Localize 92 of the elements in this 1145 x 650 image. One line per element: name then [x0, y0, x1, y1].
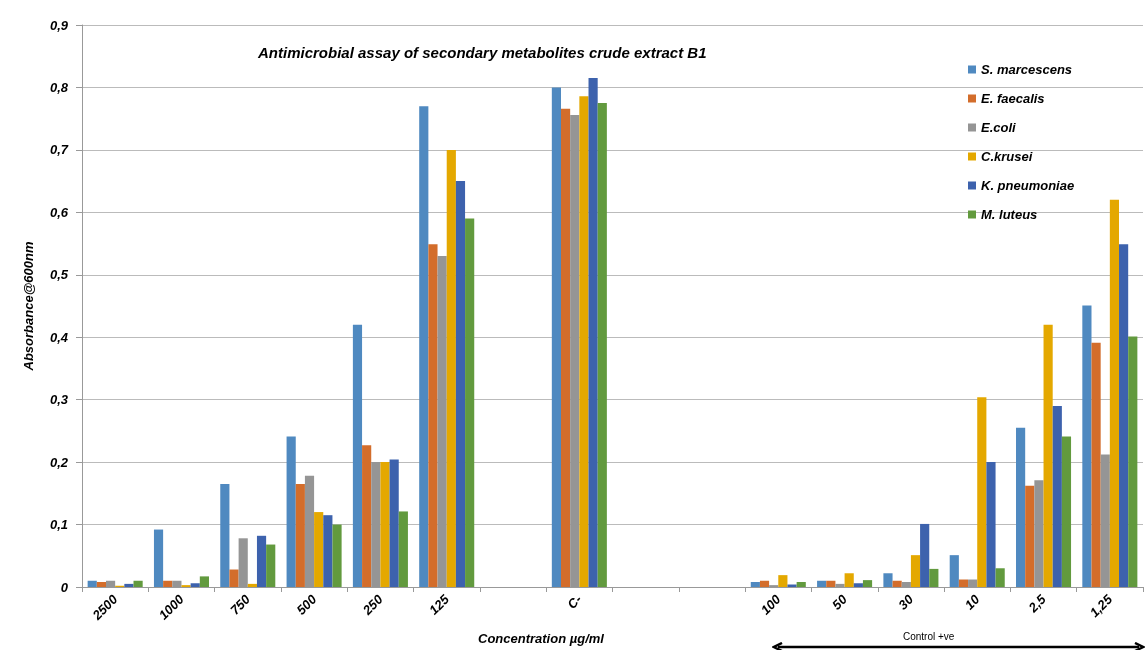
bar — [190, 583, 200, 587]
bar — [96, 582, 106, 587]
bar — [862, 580, 873, 587]
bar — [295, 483, 305, 587]
x-tick-label: 50 — [829, 591, 851, 613]
legend-label: C.krusei — [981, 149, 1033, 164]
bar — [199, 576, 209, 587]
y-tick-label: 0,2 — [49, 454, 69, 470]
x-tick-label: C- — [564, 591, 585, 612]
bar — [588, 78, 598, 587]
bar — [883, 573, 893, 587]
y-tick-label: 0,1 — [49, 517, 68, 533]
bar — [266, 544, 276, 587]
bar — [1119, 244, 1129, 587]
bar — [247, 583, 257, 587]
bar — [220, 483, 230, 587]
bar — [1052, 405, 1062, 587]
bar — [229, 569, 239, 587]
bar — [995, 568, 1005, 587]
bar — [163, 580, 173, 587]
bar — [750, 582, 760, 587]
bar — [796, 582, 806, 587]
y-tick-label: 0,6 — [49, 204, 69, 220]
bar — [892, 580, 902, 587]
x-tick-label: 10 — [961, 591, 984, 613]
bar — [419, 106, 429, 587]
bar — [759, 580, 770, 587]
legend-label: M. luteus — [981, 207, 1038, 222]
bar — [977, 397, 987, 587]
bar — [455, 181, 466, 587]
bar — [332, 524, 342, 587]
bar — [579, 96, 589, 587]
legend-label: S. marcescens — [981, 62, 1073, 77]
y-tick-label: 0,5 — [49, 267, 69, 283]
bar — [817, 580, 827, 587]
y-tick-label: 0 — [60, 579, 69, 595]
bar — [910, 555, 921, 587]
x-tick-label: 30 — [895, 591, 917, 613]
bar — [153, 529, 164, 587]
bar — [398, 511, 408, 587]
x-tick-label: 2,5 — [1024, 591, 1050, 616]
bar — [1091, 342, 1101, 587]
bar — [778, 575, 788, 587]
bar — [362, 445, 372, 587]
text: Antimicrobial assay of secondary metabolites crude extract B1 — [257, 44, 707, 61]
bar — [561, 108, 571, 587]
bar — [1128, 336, 1138, 587]
bar — [826, 580, 836, 587]
bar — [446, 149, 456, 587]
x-tick-label: 100 — [757, 591, 785, 618]
bar — [551, 87, 561, 587]
bar — [428, 244, 438, 587]
bar — [314, 512, 324, 587]
legend-label: K. pneumoniae — [981, 178, 1075, 193]
bar — [844, 573, 854, 587]
text: Control +ve — [903, 630, 955, 642]
x-axis-title: Concentration µg/ml — [478, 631, 605, 646]
bar — [929, 568, 939, 587]
y-tick-label: 0,9 — [49, 17, 69, 33]
bar — [124, 583, 134, 587]
bar — [87, 580, 97, 587]
bar — [380, 462, 390, 587]
x-tick-label: 125 — [426, 591, 453, 618]
y-tick-label: 0,8 — [49, 79, 69, 95]
legend-label: E. faecalis — [981, 91, 1045, 106]
bar — [352, 324, 363, 587]
y-axis-title: Absorbance@600nm — [21, 241, 36, 372]
bar — [920, 523, 930, 587]
x-tick-label: 500 — [293, 591, 320, 618]
bar — [389, 459, 399, 587]
legend-label: E.coli — [981, 120, 1017, 135]
y-tick-label: 0,3 — [49, 392, 69, 408]
x-tick-label: 250 — [359, 591, 387, 619]
y-tick-label: 0,7 — [49, 142, 69, 158]
bar — [286, 436, 296, 587]
bar — [597, 103, 607, 587]
bar — [256, 535, 267, 587]
bar — [853, 583, 863, 587]
bar — [1061, 436, 1072, 587]
bar — [1016, 427, 1026, 587]
bar — [1109, 199, 1120, 587]
y-tick-label: 0,4 — [49, 329, 69, 345]
bar — [958, 579, 969, 587]
bar — [323, 515, 333, 587]
bar — [986, 462, 996, 587]
bar — [1025, 485, 1035, 587]
bar — [1082, 305, 1092, 587]
bar — [465, 218, 475, 587]
bar — [133, 580, 143, 587]
bar — [1043, 324, 1053, 587]
bar — [949, 555, 959, 587]
x-tick-label: 750 — [227, 591, 254, 618]
